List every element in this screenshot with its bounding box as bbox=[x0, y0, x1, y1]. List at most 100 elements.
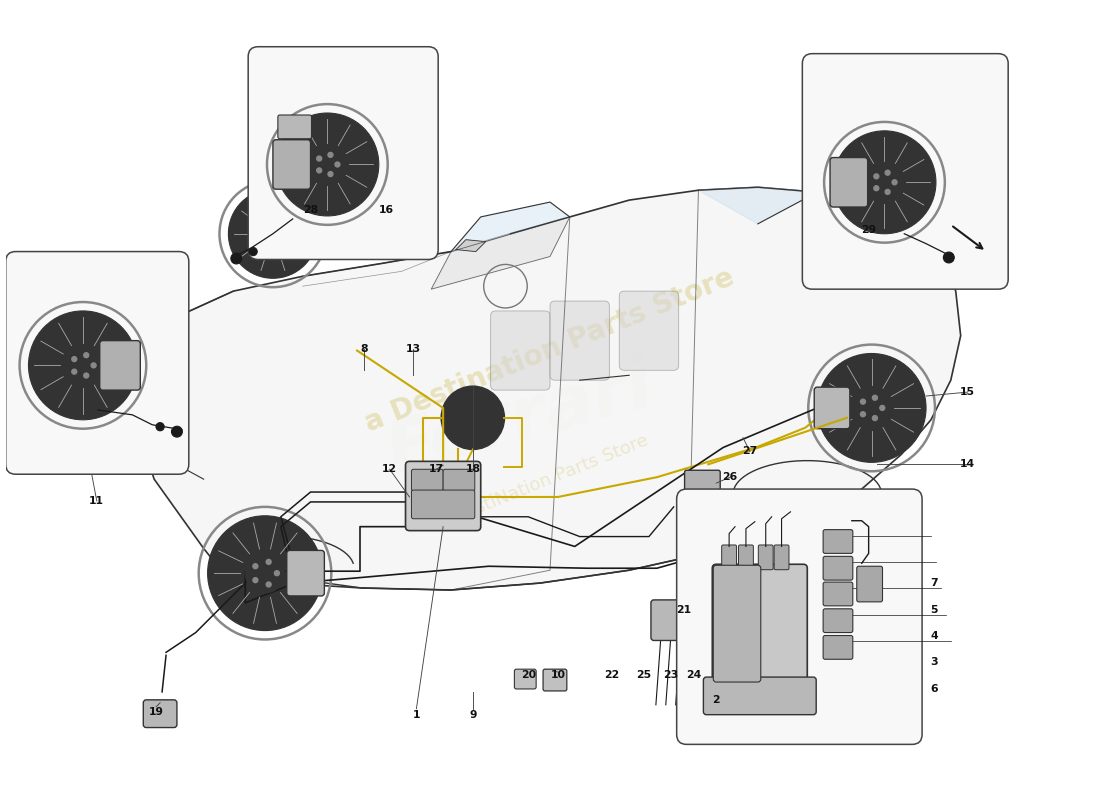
FancyBboxPatch shape bbox=[713, 564, 807, 683]
FancyBboxPatch shape bbox=[703, 677, 816, 714]
Text: 2: 2 bbox=[713, 695, 721, 705]
FancyBboxPatch shape bbox=[619, 291, 679, 370]
Circle shape bbox=[266, 559, 271, 564]
Circle shape bbox=[29, 311, 138, 420]
Circle shape bbox=[807, 580, 813, 586]
Text: 27: 27 bbox=[742, 446, 758, 457]
FancyBboxPatch shape bbox=[651, 600, 708, 641]
Circle shape bbox=[273, 223, 278, 228]
FancyBboxPatch shape bbox=[823, 635, 852, 659]
Circle shape bbox=[833, 131, 936, 234]
FancyBboxPatch shape bbox=[857, 566, 882, 602]
Circle shape bbox=[253, 564, 257, 569]
FancyBboxPatch shape bbox=[6, 251, 189, 474]
Text: 15: 15 bbox=[960, 387, 975, 397]
Circle shape bbox=[796, 565, 802, 570]
Text: 4: 4 bbox=[931, 630, 938, 641]
FancyBboxPatch shape bbox=[684, 470, 721, 496]
FancyBboxPatch shape bbox=[758, 545, 773, 570]
Text: 12: 12 bbox=[382, 464, 397, 474]
Polygon shape bbox=[431, 217, 570, 289]
Circle shape bbox=[860, 399, 866, 404]
Text: 17: 17 bbox=[429, 464, 443, 474]
FancyBboxPatch shape bbox=[823, 530, 852, 554]
FancyBboxPatch shape bbox=[290, 217, 320, 250]
Circle shape bbox=[229, 190, 318, 278]
FancyBboxPatch shape bbox=[491, 311, 550, 390]
Circle shape bbox=[807, 561, 813, 566]
Text: 10: 10 bbox=[550, 670, 565, 680]
FancyBboxPatch shape bbox=[823, 582, 852, 606]
FancyBboxPatch shape bbox=[738, 545, 754, 570]
Circle shape bbox=[84, 353, 89, 358]
Text: 29: 29 bbox=[861, 225, 877, 234]
FancyBboxPatch shape bbox=[823, 556, 852, 580]
FancyBboxPatch shape bbox=[823, 609, 852, 633]
Circle shape bbox=[65, 347, 101, 383]
Circle shape bbox=[873, 186, 879, 190]
Text: 26: 26 bbox=[723, 472, 738, 482]
Circle shape bbox=[253, 578, 257, 582]
Circle shape bbox=[263, 237, 268, 242]
Text: 18: 18 bbox=[465, 464, 481, 474]
Circle shape bbox=[441, 386, 505, 450]
Polygon shape bbox=[456, 240, 486, 251]
Circle shape bbox=[273, 240, 278, 245]
Polygon shape bbox=[451, 202, 570, 251]
Text: 19: 19 bbox=[148, 706, 164, 717]
Text: 24: 24 bbox=[686, 670, 701, 680]
Text: 14: 14 bbox=[960, 459, 976, 470]
Circle shape bbox=[815, 570, 820, 576]
Circle shape bbox=[310, 148, 344, 182]
Text: 20: 20 bbox=[520, 670, 536, 680]
Circle shape bbox=[317, 168, 321, 173]
Text: 6: 6 bbox=[931, 684, 938, 694]
Circle shape bbox=[156, 422, 164, 431]
FancyBboxPatch shape bbox=[287, 550, 324, 596]
Text: 21: 21 bbox=[676, 605, 691, 614]
FancyBboxPatch shape bbox=[713, 566, 761, 682]
Text: 9: 9 bbox=[469, 710, 476, 720]
FancyBboxPatch shape bbox=[814, 387, 850, 429]
FancyBboxPatch shape bbox=[406, 462, 481, 530]
Circle shape bbox=[944, 252, 954, 263]
Text: 28: 28 bbox=[302, 205, 318, 215]
FancyBboxPatch shape bbox=[143, 700, 177, 727]
FancyBboxPatch shape bbox=[802, 54, 1009, 289]
Circle shape bbox=[172, 426, 183, 437]
Circle shape bbox=[274, 570, 279, 576]
FancyBboxPatch shape bbox=[278, 115, 311, 138]
FancyBboxPatch shape bbox=[827, 554, 859, 590]
FancyBboxPatch shape bbox=[830, 158, 868, 207]
Circle shape bbox=[868, 166, 901, 199]
Circle shape bbox=[249, 247, 257, 256]
FancyBboxPatch shape bbox=[676, 489, 922, 744]
FancyBboxPatch shape bbox=[100, 341, 141, 390]
Circle shape bbox=[336, 162, 340, 167]
Circle shape bbox=[266, 582, 271, 587]
Circle shape bbox=[796, 577, 802, 582]
Text: 23: 23 bbox=[663, 670, 679, 680]
Circle shape bbox=[72, 357, 77, 362]
Circle shape bbox=[872, 416, 878, 421]
FancyBboxPatch shape bbox=[273, 140, 310, 190]
Circle shape bbox=[860, 412, 866, 417]
FancyBboxPatch shape bbox=[774, 545, 789, 570]
Circle shape bbox=[72, 369, 77, 374]
Circle shape bbox=[872, 395, 878, 400]
Text: 11: 11 bbox=[89, 496, 104, 506]
Circle shape bbox=[91, 363, 96, 368]
Text: 5: 5 bbox=[931, 605, 937, 614]
Circle shape bbox=[328, 153, 333, 158]
Circle shape bbox=[231, 253, 242, 264]
FancyBboxPatch shape bbox=[543, 669, 566, 691]
Text: 8: 8 bbox=[360, 343, 367, 354]
Text: 1: 1 bbox=[412, 710, 420, 720]
Text: a Destination Parts Store: a Destination Parts Store bbox=[361, 263, 739, 438]
Circle shape bbox=[892, 180, 896, 185]
FancyBboxPatch shape bbox=[249, 46, 438, 259]
Circle shape bbox=[886, 170, 890, 175]
FancyBboxPatch shape bbox=[443, 470, 475, 491]
Circle shape bbox=[245, 554, 285, 593]
Circle shape bbox=[279, 231, 284, 236]
